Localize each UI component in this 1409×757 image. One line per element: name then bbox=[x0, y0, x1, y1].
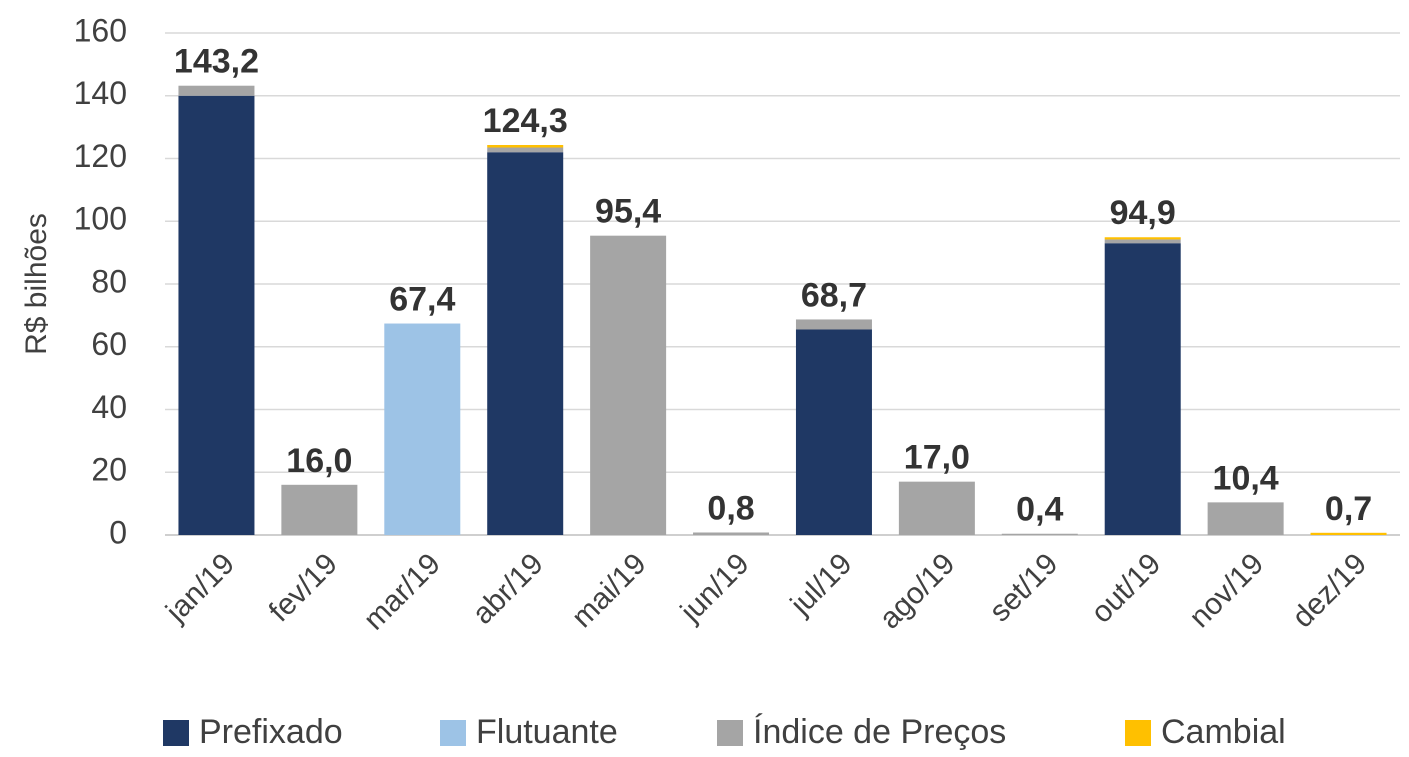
y-tick-label: 0 bbox=[109, 514, 127, 550]
x-tick-label: fev/19 bbox=[263, 547, 344, 628]
x-tick-label: mai/19 bbox=[566, 547, 653, 634]
legend-label: Flutuante bbox=[476, 713, 618, 751]
x-tick-label: abr/19 bbox=[466, 547, 549, 630]
y-tick-label: 60 bbox=[91, 326, 127, 362]
total-label: 94,9 bbox=[1110, 194, 1176, 232]
x-tick-label: ago/19 bbox=[873, 547, 961, 635]
legend-swatch bbox=[440, 720, 466, 746]
bar-segment bbox=[590, 235, 667, 535]
total-label: 95,4 bbox=[595, 193, 661, 231]
x-tick-label: jan/19 bbox=[159, 547, 241, 629]
y-tick-label: 40 bbox=[91, 389, 127, 425]
total-label: 17,0 bbox=[904, 439, 970, 477]
y-tick-label: 140 bbox=[74, 75, 127, 111]
y-tick-label: 160 bbox=[74, 12, 127, 48]
bar-segment bbox=[795, 319, 872, 330]
bar-segment bbox=[693, 532, 770, 535]
bar-segment bbox=[487, 145, 564, 148]
bar-segment bbox=[487, 147, 564, 153]
y-tick-label: 100 bbox=[74, 201, 127, 237]
total-label: 68,7 bbox=[801, 276, 867, 314]
bar-segment bbox=[1001, 533, 1078, 535]
bar-segment bbox=[1104, 237, 1181, 240]
bar-segment bbox=[178, 85, 255, 96]
bar-segment bbox=[898, 481, 975, 535]
total-label: 0,8 bbox=[707, 489, 754, 527]
bar-segment bbox=[1104, 239, 1181, 244]
x-tick-label: out/19 bbox=[1085, 547, 1167, 629]
total-label: 10,4 bbox=[1213, 459, 1279, 497]
x-tick-label: dez/19 bbox=[1286, 547, 1373, 634]
y-axis-title: R$ bilhões bbox=[20, 213, 53, 355]
legend-swatch bbox=[163, 720, 189, 746]
bar-segment bbox=[1207, 502, 1284, 535]
legend-label: Índice de Preços bbox=[753, 713, 1006, 751]
y-tick-label: 80 bbox=[91, 263, 127, 299]
total-label: 16,0 bbox=[286, 442, 352, 480]
x-tick-label: set/19 bbox=[983, 547, 1064, 628]
legend-swatch bbox=[717, 720, 743, 746]
legend-label: Prefixado bbox=[199, 713, 343, 751]
bar-segment bbox=[178, 95, 255, 535]
legend-label: Cambial bbox=[1161, 713, 1286, 751]
total-label: 0,4 bbox=[1016, 491, 1063, 529]
bar-segment bbox=[487, 152, 564, 535]
x-tick-label: mar/19 bbox=[357, 547, 446, 636]
total-label: 124,3 bbox=[483, 102, 568, 140]
bar-segment bbox=[1104, 243, 1181, 535]
bar-segment bbox=[1310, 532, 1387, 535]
total-label: 0,7 bbox=[1325, 490, 1372, 528]
total-label: 143,2 bbox=[174, 43, 259, 81]
bar-segment bbox=[281, 484, 358, 535]
x-tick-label: jul/19 bbox=[784, 547, 859, 622]
y-tick-label: 120 bbox=[74, 138, 127, 174]
y-tick-label: 20 bbox=[91, 452, 127, 488]
x-tick-label: jun/19 bbox=[674, 547, 756, 629]
total-label: 67,4 bbox=[389, 281, 455, 319]
bar-segment bbox=[795, 329, 872, 535]
x-tick-label: nov/19 bbox=[1183, 547, 1270, 634]
legend-swatch bbox=[1125, 720, 1151, 746]
bar-segment bbox=[384, 323, 461, 535]
